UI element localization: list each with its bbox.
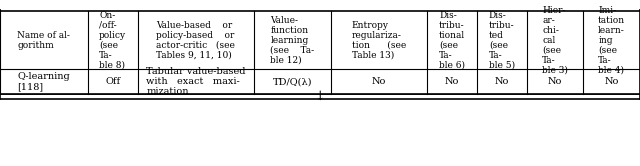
- Text: Dis-
tribu-
tional
(see
Ta-
ble 6): Dis- tribu- tional (see Ta- ble 6): [439, 11, 465, 70]
- Text: On-
/off-
policy
(see
Ta-
ble 8): On- /off- policy (see Ta- ble 8): [99, 11, 126, 70]
- Text: Hier-
ar-
chi-
cal
(see
Ta-
ble 3): Hier- ar- chi- cal (see Ta- ble 3): [542, 6, 568, 75]
- Text: No: No: [445, 77, 460, 86]
- Text: Value-based    or
policy-based    or
actor-critic   (see
Tables 9, 11, 10): Value-based or policy-based or actor-cri…: [157, 21, 236, 60]
- Text: TD/Q(λ): TD/Q(λ): [273, 77, 312, 86]
- Text: No: No: [372, 77, 386, 86]
- Text: Value-
function
learning
(see    Ta-
ble 12): Value- function learning (see Ta- ble 12…: [270, 16, 314, 65]
- Text: Dis-
tribu-
ted
(see
Ta-
ble 5): Dis- tribu- ted (see Ta- ble 5): [489, 11, 515, 70]
- Text: Entropy
regulariza-
tion      (see
Table 13): Entropy regulariza- tion (see Table 13): [352, 21, 406, 60]
- Text: No: No: [605, 77, 619, 86]
- Text: Q-learning
[118]: Q-learning [118]: [17, 72, 70, 91]
- Text: Name of al-
gorithm: Name of al- gorithm: [17, 31, 70, 50]
- Text: Off: Off: [105, 77, 120, 86]
- Text: Imi-
tation
learn-
ing
(see
Ta-
ble 4): Imi- tation learn- ing (see Ta- ble 4): [598, 6, 625, 75]
- Text: Tabular value-based
with   exact   maxi-
mization: Tabular value-based with exact maxi- miz…: [146, 67, 246, 96]
- Text: No: No: [548, 77, 563, 86]
- Bar: [0, 6, 640, 94]
- Text: No: No: [495, 77, 509, 86]
- Text: ↓: ↓: [315, 90, 325, 103]
- Bar: [0, 11, 640, 94]
